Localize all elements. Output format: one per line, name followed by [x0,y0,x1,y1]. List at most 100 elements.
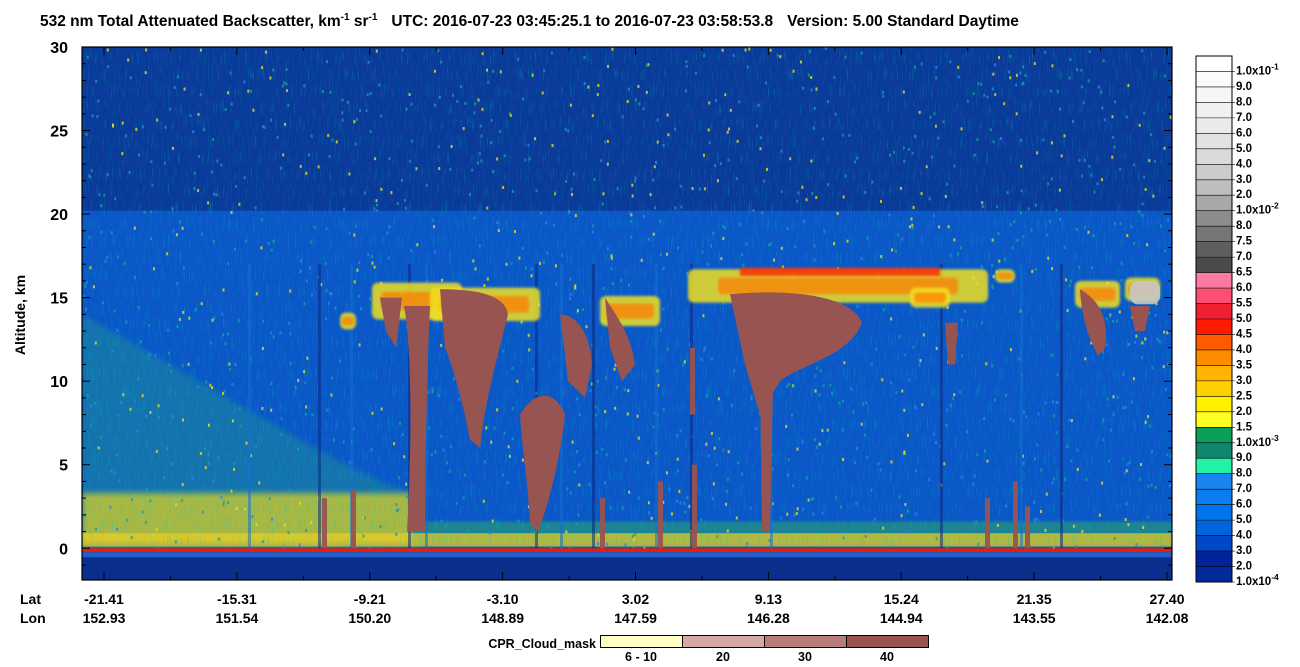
colorbar-swatch [1196,473,1232,490]
colorbar-swatch [1196,334,1232,350]
cpr-cloud-mask-region [520,395,565,532]
y-tick-label: 10 [50,374,68,391]
cpr-legend-label: 6 - 10 [625,650,657,664]
cirrus-grey [1130,280,1160,305]
title-version: Version: 5.00 Standard Daytime [787,13,1019,31]
colorbar-swatch [1196,164,1232,180]
cpr-legend-swatch [600,635,683,648]
colorbar-swatch [1196,489,1232,505]
colorbar-swatch [1196,272,1232,289]
lon-label: Lon [20,610,46,626]
y-tick-label: 5 [59,458,68,475]
vertical-streak [408,264,411,549]
colorbar-label: 1.0x10-4 [1236,572,1279,588]
colorbar-swatch [1196,319,1232,335]
cpr-column [1013,481,1018,549]
lon-tick-label: 142.08 [1146,610,1189,626]
cpr-cloud-mask-region [945,322,958,365]
colorbar-swatch [1196,411,1232,428]
colorbar-label: 1.0x10-2 [1236,201,1279,217]
colorbar-label: 4.5 [1236,328,1253,340]
lat-tick-label: -3.10 [487,591,519,607]
colorbar-swatch [1196,117,1232,134]
cpr-legend-label: 20 [716,650,730,664]
colorbar-label: 8.0 [1236,468,1252,480]
colorbar-label: 4.0 [1236,530,1252,542]
y-axis-label: Altitude, km [12,275,28,355]
lat-tick-label: 9.13 [755,591,782,607]
lat-tick-label: -21.41 [84,591,124,607]
title-sr: sr [349,13,369,31]
colorbar-label: 2.0 [1236,561,1252,573]
colorbar-swatch [1196,241,1232,258]
plot-frame [81,46,1173,581]
colorbar-label: 3.0 [1236,174,1252,186]
colorbar-swatch [1196,56,1232,72]
cpr-column [600,498,605,549]
lon-tick-label: 151.54 [215,610,258,626]
y-tick-label: 20 [50,207,68,224]
colorbar-label: 8.0 [1236,220,1252,232]
colorbar-label: 3.5 [1236,359,1253,371]
colorbar-swatch [1196,288,1232,304]
vertical-streak [655,264,658,549]
colorbar-swatch [1196,86,1232,103]
colorbar-swatch [1196,148,1232,165]
cpr-legend-swatch [846,635,929,648]
cpr-cloud-mask-region [440,289,508,449]
colorbar-label: 3.0 [1236,545,1252,557]
colorbar-label: 8.0 [1236,96,1252,108]
cpr-cloud-mask-region [380,297,402,348]
colorbar-label: 1.0x10-3 [1236,433,1279,449]
colorbar-label: 7.0 [1236,483,1252,495]
y-tick-label: 15 [50,291,68,308]
colorbar-swatch [1196,179,1232,196]
colorbar-frame [1195,55,1233,583]
colorbar-label: 4.0 [1236,158,1252,170]
colorbar-label: 2.0 [1236,189,1252,201]
y-tick-label: 25 [50,124,68,141]
cpr-legend-swatch [764,635,847,648]
title-exp2: -1 [368,12,378,23]
colorbar-label: 7.0 [1236,251,1252,263]
lon-tick-label: 152.93 [83,610,126,626]
cirrus-orange [341,316,355,326]
vertical-streak [318,264,321,549]
colorbar-swatch [1196,458,1232,474]
vertical-streak [940,264,943,549]
cpr-column [985,498,990,549]
colorbar-swatch [1196,380,1232,397]
lat-tick-label: 27.40 [1149,591,1184,607]
cpr-column [322,498,327,549]
colorbar-swatch [1196,210,1232,227]
colorbar-label: 2.5 [1236,390,1253,402]
colorbar-label: 5.0 [1236,143,1252,155]
cpr-cloud-mask-region [560,314,592,398]
colorbar-swatch [1196,133,1232,149]
y-tick-label: 0 [59,541,68,558]
cpr-cloud-mask-region [605,297,635,382]
colorbar-label: 6.0 [1236,282,1252,294]
cirrus-orange [914,292,946,303]
cirrus-orange [997,272,1013,280]
colorbar-swatch [1196,257,1232,273]
colorbar-label: 5.5 [1236,298,1253,310]
colorbar: 1.0x10-42.03.04.05.06.07.08.09.01.0x10-3… [1195,55,1279,588]
cpr-cloud-mask-region [1130,305,1150,332]
colorbar-swatch [1196,365,1232,381]
vertical-streak [1020,264,1023,549]
colorbar-label: 6.0 [1236,499,1252,511]
lat-tick-label: 15.24 [884,591,919,607]
lat-label: Lat [20,591,41,607]
colorbar-swatch [1196,226,1232,242]
vertical-streak [1060,264,1063,549]
cpr-legend-label: 30 [798,650,812,664]
vertical-streak [350,264,353,549]
cpr-cloud-mask-region [1080,289,1106,357]
cirrus-top-red [740,267,940,276]
cpr-column [692,464,697,549]
cpr-column [1025,506,1030,549]
cpr-cloud-mask-region [404,305,430,532]
lat-tick-label: -9.21 [354,591,386,607]
